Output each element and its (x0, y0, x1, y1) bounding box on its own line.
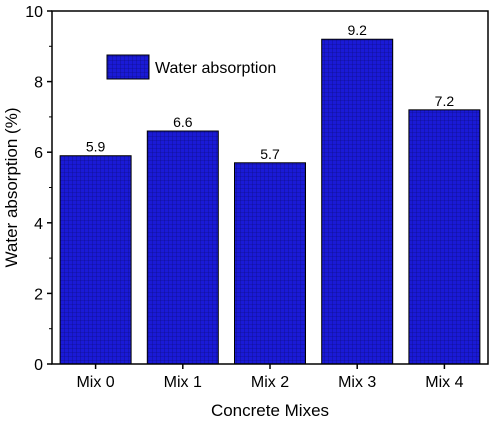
bar-mix-1 (146, 130, 219, 365)
y-tick-label: 6 (34, 145, 43, 162)
data-labels-layer: 5.9 6.6 5.7 9.2 7.2 (86, 22, 454, 162)
x-tick-label: Mix 0 (76, 374, 114, 391)
y-tick-label: 10 (25, 4, 43, 21)
y-axis: 0 2 4 6 8 10 (25, 4, 52, 374)
data-label: 6.6 (173, 114, 193, 130)
bar-mix-0 (59, 155, 132, 365)
data-label: 7.2 (435, 93, 455, 109)
x-tick-label: Mix 2 (251, 374, 289, 391)
bar-mix-2 (234, 162, 306, 365)
y-tick-label: 2 (34, 286, 43, 303)
bars-layer (59, 38, 481, 365)
y-tick-label: 8 (34, 75, 43, 92)
x-tick-label: Mix 3 (338, 374, 376, 391)
x-tick-label: Mix 4 (425, 374, 463, 391)
y-axis-title: Water absorption (%) (2, 108, 21, 268)
bar-mix-4 (408, 109, 481, 365)
bar-mix-3 (321, 38, 394, 365)
data-label: 9.2 (347, 22, 367, 38)
legend: Water absorption (106, 54, 276, 80)
x-tick-label: Mix 1 (164, 374, 202, 391)
y-tick-label: 0 (34, 357, 43, 374)
legend-label: Water absorption (155, 60, 276, 77)
data-label: 5.9 (86, 139, 106, 155)
y-tick-label: 4 (34, 216, 43, 233)
x-axis: Mix 0 Mix 1 Mix 2 Mix 3 Mix 4 (76, 364, 464, 391)
x-axis-title: Concrete Mixes (211, 401, 329, 420)
data-label: 5.7 (260, 146, 280, 162)
legend-swatch (106, 54, 150, 80)
